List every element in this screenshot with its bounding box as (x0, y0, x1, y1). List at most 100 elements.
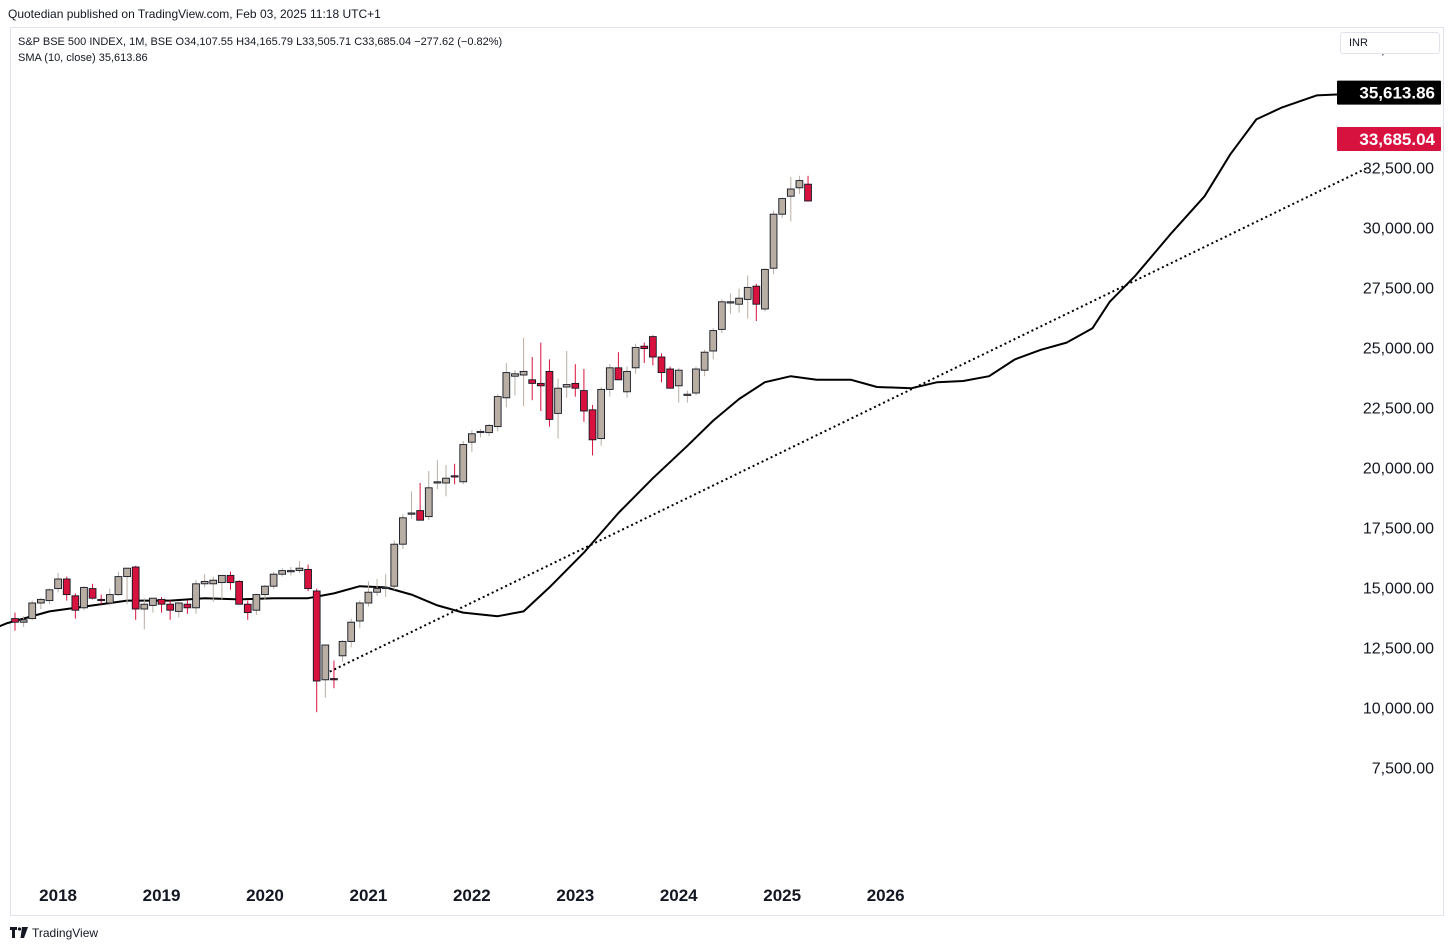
up-candle-body (631, 346, 640, 369)
candle (149, 597, 157, 613)
down-candle-body (416, 510, 424, 521)
candle (786, 177, 795, 222)
legend-change: −277.62 (−0.82%) (414, 36, 503, 48)
up-candle-body (114, 576, 123, 596)
down-candle-body (614, 367, 623, 381)
down-candle-body (88, 588, 97, 599)
down-candle-body (666, 368, 674, 389)
up-candle-body (554, 387, 562, 414)
up-candle-body (407, 512, 416, 515)
candle (493, 394, 502, 432)
up-candle-body (700, 351, 709, 371)
up-candle-body (355, 602, 364, 622)
legend-close: C33,685.04 (354, 36, 412, 48)
candle (183, 600, 192, 614)
down-candle-body (330, 678, 338, 681)
up-candle-body (511, 373, 519, 377)
down-candle-body (243, 603, 252, 614)
down-candle-body (62, 578, 71, 596)
price-tick-label: 32,500.00 (1363, 160, 1434, 177)
up-candle-body (37, 598, 45, 604)
down-candle-body (528, 379, 537, 384)
down-candle-body (312, 590, 321, 682)
up-candle-body (674, 369, 683, 387)
up-candle-body (390, 543, 399, 587)
time-tick-label: 2024 (660, 886, 698, 905)
candle (347, 618, 356, 648)
up-candle-body (717, 301, 726, 330)
candle (735, 288, 743, 313)
down-candle-body (71, 595, 80, 611)
time-tick-label: 2023 (556, 886, 594, 905)
last-price-badge-bg (1337, 126, 1441, 151)
candle (54, 573, 62, 593)
up-candle-body (373, 588, 381, 593)
legend-high: H34,165.79 (236, 36, 293, 48)
currency-selector[interactable]: INR (1340, 32, 1440, 54)
candle (261, 585, 269, 600)
price-tick-label: 10,000.00 (1363, 700, 1434, 717)
candle (545, 359, 554, 427)
candle (519, 337, 528, 407)
candle (45, 588, 54, 605)
candle (778, 197, 787, 218)
candle (28, 600, 37, 620)
candle (442, 465, 450, 497)
candle (123, 567, 131, 605)
up-candle-body (433, 481, 442, 484)
publisher-caption: Quotedian published on TradingView.com, … (8, 7, 381, 21)
up-candle-body (381, 586, 390, 590)
time-tick-label: 2022 (453, 886, 491, 905)
candle (761, 268, 769, 312)
candle (157, 597, 166, 613)
down-candle-body (450, 475, 459, 478)
down-candle-body (657, 356, 666, 374)
candle (657, 353, 666, 383)
candle (804, 175, 812, 202)
down-candle-body (536, 382, 545, 387)
down-candle-body (649, 336, 657, 358)
candle (131, 565, 140, 620)
candle (252, 593, 261, 615)
candle (571, 364, 580, 397)
up-candle-body (778, 198, 787, 215)
up-candle-body (295, 567, 304, 572)
candle (105, 588, 114, 606)
up-candle-body (743, 286, 752, 300)
candle (795, 175, 804, 194)
down-candle-body (571, 382, 580, 389)
up-candle-body (692, 368, 700, 394)
candle (355, 600, 364, 629)
candle (295, 561, 304, 573)
up-candle-body (19, 619, 28, 623)
down-candle-body (235, 580, 243, 605)
up-candle-body (485, 424, 493, 434)
price-axis: 40,000.0037,500.0032,500.0030,000.0027,5… (1363, 40, 1434, 777)
down-candle-body (545, 370, 554, 420)
up-candle-body (761, 268, 769, 310)
price-badges: 35,613.86 33,685.04 (1337, 80, 1441, 151)
down-candle-body (580, 390, 588, 412)
legend-sma-label: SMA (10, close) (18, 52, 96, 64)
up-candle-body (149, 597, 157, 606)
up-candle-body (80, 586, 88, 609)
down-candle-body (752, 285, 761, 305)
up-candle-body (726, 301, 735, 304)
candle (743, 275, 752, 319)
down-candle-body (804, 183, 812, 202)
up-candle-body (286, 570, 295, 573)
candle (200, 574, 209, 588)
candle (502, 363, 511, 408)
candle (649, 335, 657, 366)
chart-legend[interactable]: S&P BSE 500 INDEX, 1M, BSE O34,107.55 H3… (18, 34, 502, 66)
up-candle-body (769, 213, 778, 269)
up-candle-body (28, 602, 37, 620)
time-tick-label: 2018 (39, 886, 77, 905)
price-tick-label: 20,000.00 (1363, 460, 1434, 477)
candle (726, 293, 735, 314)
footer-branding[interactable]: TradingView (10, 926, 98, 940)
candle (511, 370, 519, 396)
down-candle-body (640, 345, 649, 350)
candle (631, 343, 640, 374)
